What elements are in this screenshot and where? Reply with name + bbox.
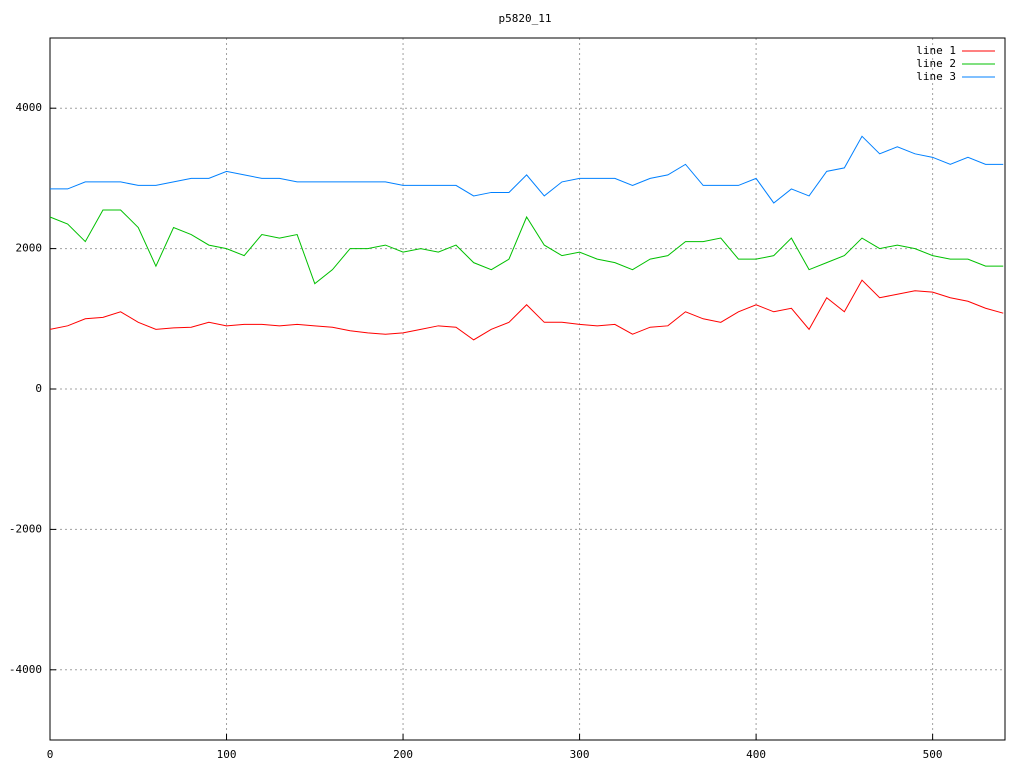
data-line xyxy=(49,279,1004,341)
plot-frame xyxy=(49,37,1006,741)
y-tick-label: 4000 xyxy=(16,101,43,114)
x-tick-label: 100 xyxy=(217,748,237,761)
data-line xyxy=(49,209,1004,285)
data-line xyxy=(50,135,1004,204)
legend-label: line 3 xyxy=(916,70,956,83)
y-tick-label: 2000 xyxy=(16,242,43,255)
x-tick-label: 500 xyxy=(923,748,943,761)
x-tick-label: 400 xyxy=(746,748,766,761)
legend-label: line 1 xyxy=(916,44,956,57)
y-tick-label: -4000 xyxy=(9,663,42,676)
chart-title: p5820_11 xyxy=(499,12,552,25)
x-tick-label: 300 xyxy=(570,748,590,761)
y-tick-label: 0 xyxy=(35,382,42,395)
legend-label: line 2 xyxy=(916,57,956,70)
y-tick-label: -2000 xyxy=(9,522,42,535)
x-tick-label: 0 xyxy=(47,748,54,761)
x-tick-label: 200 xyxy=(393,748,413,761)
